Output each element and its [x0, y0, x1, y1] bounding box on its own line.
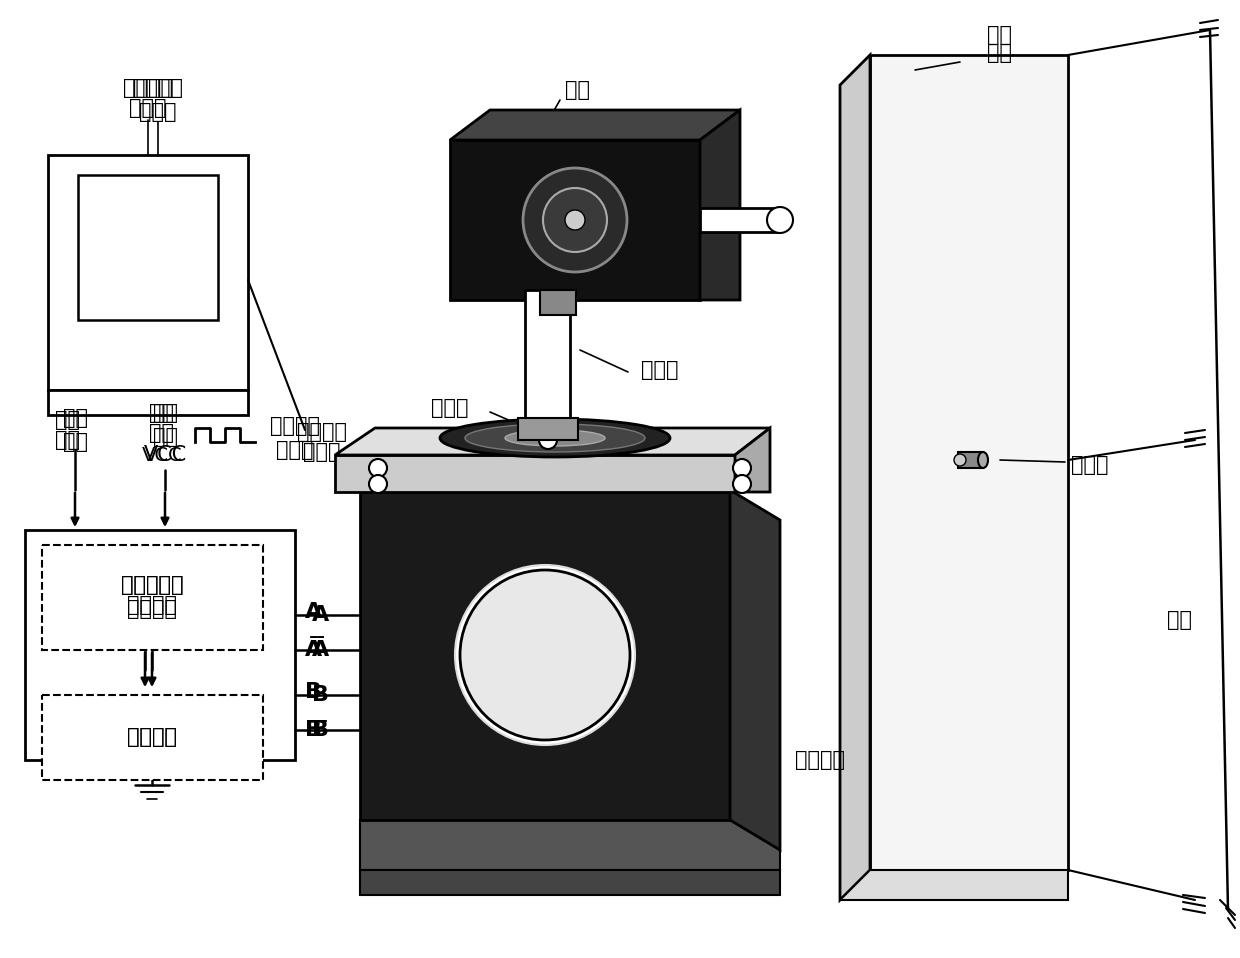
Polygon shape — [839, 55, 870, 900]
Polygon shape — [335, 428, 770, 455]
Text: A: A — [312, 605, 330, 625]
Bar — [48, 390, 248, 415]
Text: 步进电机: 步进电机 — [298, 422, 347, 442]
Circle shape — [539, 431, 557, 449]
Text: 脉冲
信号: 脉冲 信号 — [153, 403, 177, 446]
Text: 环形分配器
细分电路: 环形分配器 细分电路 — [120, 576, 184, 619]
Circle shape — [954, 454, 966, 466]
Text: B: B — [312, 685, 329, 705]
Circle shape — [768, 207, 794, 233]
Text: B: B — [305, 682, 322, 702]
Polygon shape — [360, 870, 780, 895]
Circle shape — [370, 459, 387, 477]
Bar — [78, 175, 218, 320]
Bar — [42, 695, 263, 780]
Circle shape — [460, 570, 630, 740]
Text: Ā: Ā — [312, 640, 330, 660]
Text: 天线: 天线 — [1168, 610, 1193, 630]
Text: 信号: 信号 — [56, 430, 81, 450]
Text: 机械杆: 机械杆 — [641, 360, 678, 380]
Polygon shape — [450, 140, 701, 300]
Text: 环形分配器: 环形分配器 — [120, 575, 184, 595]
Text: 步进电机
驱动器: 步进电机 驱动器 — [270, 417, 320, 460]
Circle shape — [733, 475, 751, 493]
Text: 固定环: 固定环 — [432, 398, 469, 418]
Circle shape — [733, 459, 751, 477]
Circle shape — [455, 565, 635, 745]
Text: 功率放大: 功率放大 — [126, 727, 177, 747]
Polygon shape — [701, 110, 740, 300]
Polygon shape — [730, 490, 780, 850]
Text: 脉冲: 脉冲 — [150, 403, 175, 423]
Text: 控制器: 控制器 — [129, 98, 166, 118]
Polygon shape — [735, 428, 770, 492]
Text: 信号采集: 信号采集 — [123, 78, 174, 98]
Bar — [539, 290, 577, 315]
Ellipse shape — [465, 424, 645, 452]
Text: VCC: VCC — [141, 445, 182, 465]
Circle shape — [370, 475, 387, 493]
Text: VCC: VCC — [144, 445, 187, 465]
Polygon shape — [870, 55, 1068, 870]
Text: A: A — [305, 602, 322, 622]
Circle shape — [565, 210, 585, 230]
Polygon shape — [360, 460, 770, 490]
Bar — [48, 155, 248, 390]
Polygon shape — [450, 110, 740, 140]
Text: 功率放大: 功率放大 — [126, 727, 177, 747]
Bar — [42, 545, 263, 650]
Text: 细分电路: 细分电路 — [126, 595, 177, 615]
Ellipse shape — [440, 419, 670, 457]
Bar — [25, 530, 295, 760]
Text: 信号: 信号 — [150, 423, 175, 443]
Text: 步进电机: 步进电机 — [795, 750, 844, 770]
Circle shape — [543, 188, 608, 252]
Text: 方形: 方形 — [987, 25, 1013, 45]
Bar — [701, 208, 780, 232]
Text: B̄: B̄ — [305, 720, 322, 740]
Text: 信号采集
控制器: 信号采集 控制器 — [133, 79, 184, 122]
Text: B̄: B̄ — [312, 720, 329, 740]
Circle shape — [523, 168, 627, 272]
Polygon shape — [839, 870, 1068, 900]
Text: 平板: 平板 — [987, 43, 1013, 63]
Text: 方向: 方向 — [56, 410, 81, 430]
Polygon shape — [335, 455, 735, 492]
Text: 舵机: 舵机 — [565, 80, 590, 100]
Text: 方向
信号: 方向 信号 — [62, 408, 88, 451]
Text: Ā: Ā — [305, 640, 322, 660]
Bar — [959, 452, 983, 468]
Ellipse shape — [505, 430, 605, 446]
Polygon shape — [360, 490, 730, 820]
Text: 激光头: 激光头 — [1071, 455, 1109, 475]
Ellipse shape — [978, 452, 988, 468]
Text: 驱动器: 驱动器 — [304, 442, 341, 462]
Bar — [525, 290, 570, 430]
Polygon shape — [360, 820, 780, 870]
Bar — [518, 418, 578, 440]
